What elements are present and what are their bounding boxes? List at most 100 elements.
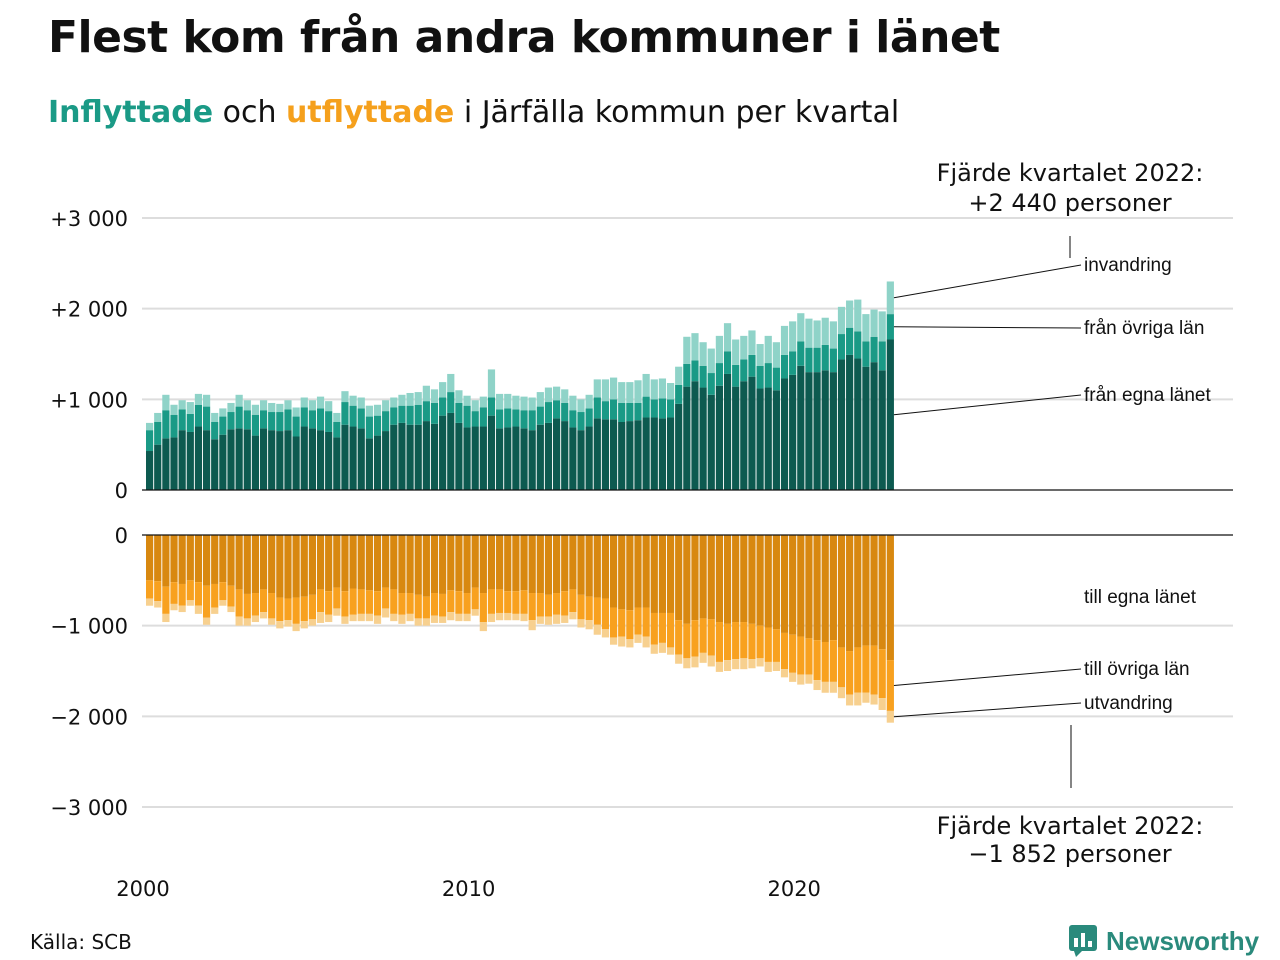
- bar-out-own-county: [642, 535, 650, 608]
- bar-out-own-county: [471, 535, 479, 588]
- bar-in-immigration: [471, 400, 479, 412]
- bar-out-other-counties: [227, 585, 235, 607]
- bar-in-immigration: [878, 311, 886, 342]
- bar-in-own-county: [146, 451, 154, 490]
- bar-out-emigration: [154, 601, 162, 608]
- y-tick-label-bottom: 0: [115, 524, 128, 548]
- bar-out-emigration: [723, 660, 732, 671]
- bar-in-immigration: [650, 379, 658, 400]
- bar-out-own-county: [504, 535, 512, 592]
- subtitle-rest: i Järfälla kommun per kvartal: [463, 95, 900, 130]
- bar-out-other-counties: [715, 622, 723, 662]
- bar-in-other-counties: [439, 397, 447, 416]
- bar-in-own-county: [504, 427, 512, 490]
- bar-in-immigration: [414, 392, 422, 405]
- bar-out-own-county: [487, 535, 496, 590]
- bar-in-immigration: [528, 397, 536, 411]
- bar-in-other-counties: [349, 405, 357, 427]
- bar-out-emigration: [520, 613, 528, 622]
- bar-out-emigration: [886, 710, 894, 723]
- bar-out-other-counties: [707, 619, 715, 656]
- bar-out-other-counties: [780, 632, 789, 670]
- bar-in-immigration: [390, 397, 398, 408]
- bar-out-own-county: [170, 535, 178, 583]
- bar-out-emigration: [414, 618, 422, 626]
- bar-out-emigration: [569, 612, 577, 620]
- bar-out-own-county: [666, 535, 675, 613]
- bar-out-other-counties: [422, 596, 430, 619]
- bar-in-immigration: [870, 309, 878, 337]
- bar-out-other-counties: [333, 587, 341, 609]
- bar-in-other-counties: [422, 401, 430, 422]
- bar-in-immigration: [357, 397, 365, 409]
- bar-out-own-county: [146, 535, 154, 581]
- annotation-top-line2: +2 440 personer: [968, 189, 1171, 217]
- bar-in-own-county: [601, 419, 610, 490]
- bar-out-other-counties: [211, 583, 219, 608]
- bar-in-own-county: [471, 426, 479, 490]
- annotation-top-line1: Fjärde kvartalet 2022:: [937, 159, 1204, 187]
- bar-in-immigration: [430, 389, 439, 403]
- bar-out-emigration: [748, 659, 756, 669]
- bar-in-own-county: [626, 421, 634, 490]
- bar-out-own-county: [357, 535, 365, 590]
- bar-out-emigration: [837, 687, 846, 699]
- bar-out-other-counties: [553, 593, 561, 615]
- bar-in-immigration: [666, 383, 675, 400]
- bar-in-other-counties: [593, 397, 601, 419]
- bar-in-other-counties: [259, 410, 268, 429]
- bar-in-own-county: [325, 431, 333, 490]
- y-tick-label-top: 0: [115, 479, 128, 503]
- bar-out-emigration: [577, 619, 585, 628]
- bar-in-immigration: [553, 386, 561, 401]
- bar-out-emigration: [316, 612, 325, 623]
- bar-in-own-county: [243, 429, 251, 490]
- bar-out-emigration: [813, 680, 821, 691]
- bar-in-immigration: [618, 382, 626, 403]
- bar-out-emigration: [390, 613, 398, 622]
- bar-out-other-counties: [308, 594, 316, 620]
- bar-out-own-county: [813, 535, 821, 641]
- bar-out-emigration: [732, 659, 740, 670]
- bar-out-emigration: [585, 620, 593, 630]
- bar-in-immigration: [276, 403, 284, 413]
- bar-in-other-counties: [642, 396, 650, 418]
- bar-out-emigration: [512, 613, 520, 621]
- bar-out-own-county: [772, 535, 780, 630]
- subtitle-utflyttade: utflyttade: [286, 95, 455, 130]
- bar-out-other-counties: [805, 638, 813, 675]
- bar-out-own-county: [748, 535, 756, 624]
- bar-out-other-counties: [740, 622, 748, 659]
- bar-in-other-counties: [186, 413, 194, 432]
- series-labels-out: till egna länet till övriga län utvandring: [893, 587, 1197, 718]
- bar-out-own-county: [235, 535, 243, 590]
- bar-in-immigration: [886, 281, 894, 315]
- bar-out-emigration: [496, 612, 504, 621]
- bar-in-other-counties: [553, 400, 561, 419]
- bar-in-other-counties: [854, 331, 862, 359]
- bar-out-other-counties: [382, 587, 390, 609]
- bar-out-own-county: [349, 535, 357, 589]
- bar-out-own-county: [846, 535, 854, 652]
- bar-in-other-counties: [414, 404, 422, 425]
- bar-in-other-counties: [829, 348, 837, 373]
- bar-out-own-county: [626, 535, 634, 611]
- bar-in-other-counties: [821, 344, 829, 371]
- bar-out-own-county: [276, 535, 284, 598]
- bar-out-own-county: [764, 535, 772, 628]
- bar-out-other-counties: [235, 589, 243, 617]
- bar-in-other-counties: [373, 415, 382, 436]
- bar-out-own-county: [601, 535, 610, 599]
- bar-in-other-counties: [292, 416, 300, 437]
- bar-out-own-county: [219, 535, 227, 583]
- bar-in-own-county: [813, 372, 821, 490]
- series-labels-in: från egna länet från övriga län invandring: [893, 255, 1211, 416]
- bar-in-own-county: [829, 372, 837, 490]
- bar-out-emigration: [715, 661, 723, 672]
- label-leader-line: [893, 702, 1082, 718]
- bar-out-emigration: [707, 655, 715, 667]
- bar-out-own-county: [780, 535, 789, 633]
- bar-out-emigration: [268, 618, 276, 625]
- bar-in-immigration: [422, 385, 430, 402]
- bar-out-own-county: [300, 535, 308, 597]
